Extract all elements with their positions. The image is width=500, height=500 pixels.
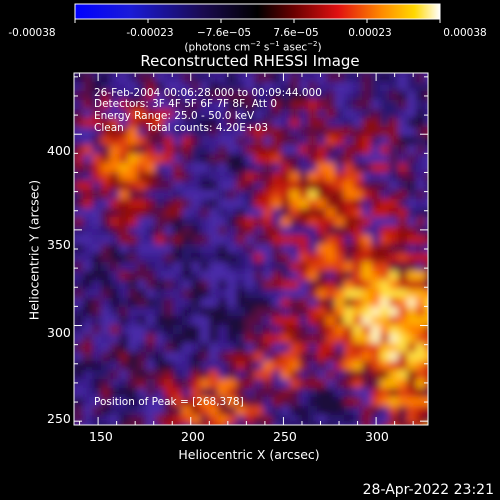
peak-position-annotation: Position of Peak = [268,378] bbox=[94, 396, 244, 408]
algorithm-annotation: Clean bbox=[94, 122, 124, 134]
x-tick-label: 300 bbox=[365, 429, 389, 444]
detectors-annotation: Detectors: 3F 4F 5F 6F 7F 8F, Att 0 bbox=[94, 98, 278, 110]
x-tick-label: 150 bbox=[89, 429, 113, 444]
colorbar-tick-label: -0.00038 bbox=[8, 27, 56, 39]
colorbar-unit-label: (photons cm−2 s−1 asec−2) bbox=[184, 40, 322, 54]
y-tick-label: 350 bbox=[47, 237, 71, 252]
colorbar-tick-label: 0.00023 bbox=[348, 27, 392, 39]
y-tick-label: 400 bbox=[47, 143, 71, 158]
colorbar-frame bbox=[74, 3, 441, 20]
axis-ticks bbox=[74, 73, 428, 425]
colorbar-ticks bbox=[74, 19, 441, 23]
colorbar-gradient bbox=[75, 4, 440, 19]
colorbar bbox=[74, 3, 441, 23]
total-counts-annotation: Total counts: 4.20E+03 bbox=[146, 122, 269, 134]
colorbar-tick-label: 0.00038 bbox=[443, 27, 487, 39]
y-axis-label: Heliocentric Y (arcsec) bbox=[26, 179, 42, 321]
y-tick-label: 300 bbox=[47, 325, 71, 340]
colorbar-tick-label: 7.6e−05 bbox=[273, 27, 319, 39]
y-tick-label: 250 bbox=[47, 411, 71, 426]
render-timestamp: 28-Apr-2022 23:21 bbox=[362, 482, 494, 498]
heatmap-image bbox=[74, 73, 428, 425]
x-tick-label: 200 bbox=[181, 429, 205, 444]
colorbar-tick-label: −7.6e−05 bbox=[196, 27, 252, 39]
energy-range-annotation: Energy Range: 25.0 - 50.0 keV bbox=[94, 110, 255, 122]
plot-title: Reconstructed RHESSI Image bbox=[140, 52, 360, 70]
x-tick-label: 250 bbox=[273, 429, 297, 444]
x-axis-label: Heliocentric X (arcsec) bbox=[178, 447, 320, 462]
time-range-annotation: 26-Feb-2004 00:06:28.000 to 00:09:44.000 bbox=[94, 87, 322, 99]
colorbar-tick-label: -0.00023 bbox=[126, 27, 174, 39]
